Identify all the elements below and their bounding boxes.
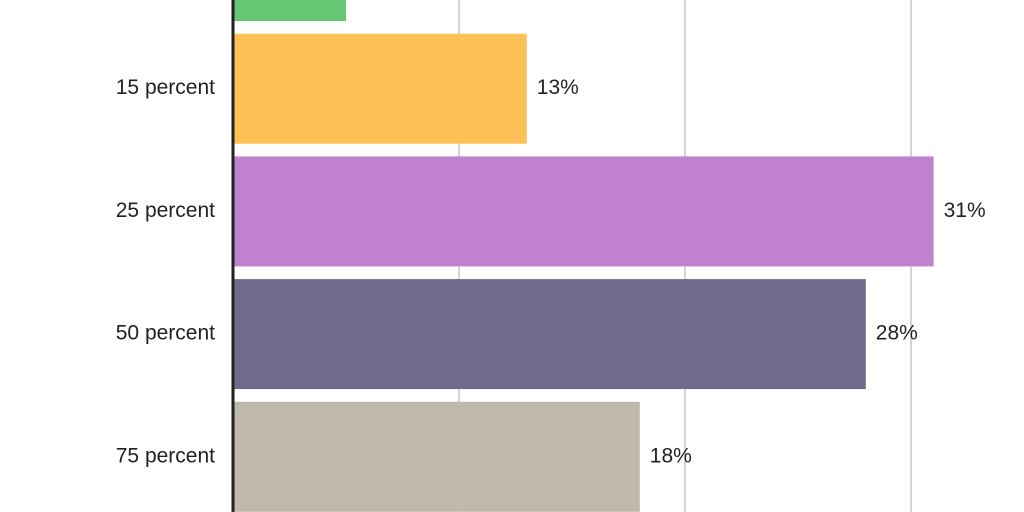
value-label: 28% bbox=[876, 322, 918, 345]
value-label: 13% bbox=[537, 76, 579, 99]
bar bbox=[233, 33, 527, 144]
bar bbox=[233, 401, 640, 512]
bar bbox=[233, 156, 934, 267]
bar bbox=[233, 279, 866, 390]
value-label: 18% bbox=[650, 444, 692, 467]
y-tick-label: 15 percent bbox=[116, 76, 215, 99]
y-tick-label: 50 percent bbox=[116, 322, 215, 345]
value-label: 31% bbox=[944, 199, 986, 222]
bar bbox=[233, 0, 346, 21]
y-tick-label: 75 percent bbox=[116, 444, 215, 467]
y-tick-label: 25 percent bbox=[116, 199, 215, 222]
